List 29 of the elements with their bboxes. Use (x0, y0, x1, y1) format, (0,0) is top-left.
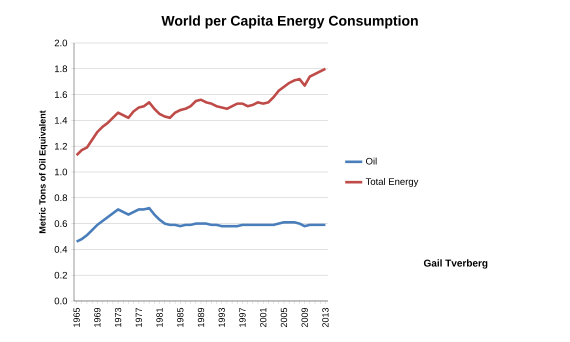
x-tick-label: 1965 (73, 308, 80, 327)
x-tick-label: 2001 (260, 308, 266, 328)
y-tick-label: 1.8 (54, 65, 68, 72)
y-tick-label: 1.2 (54, 142, 68, 150)
y-tick-label: 0.2 (54, 272, 68, 279)
x-tick-label: 1973 (114, 308, 122, 327)
y-tick-label: 2.0 (54, 40, 68, 46)
legend-label: Total Energy (366, 178, 418, 187)
text: Gail Tverberg (424, 259, 488, 269)
x-tick-label: 1989 (198, 308, 204, 327)
y-tick-label: 0.4 (54, 246, 68, 253)
x-tick-label: 2009 (301, 308, 308, 328)
x-tick-label: 1985 (177, 308, 184, 327)
chart-title: World per Capita Energy Consumption (161, 15, 418, 29)
x-tick-label: 1969 (94, 308, 101, 327)
y-tick-label: 1.4 (54, 117, 68, 124)
x-tick-label: 2013 (322, 308, 329, 328)
x-tick-label: 1997 (239, 308, 246, 327)
y-tick-label: 0.8 (54, 194, 68, 202)
y-tick-label: 1.6 (54, 91, 68, 98)
x-tick-label: 1993 (218, 308, 225, 327)
x-tick-label: 1977 (136, 308, 142, 327)
legend-label: Oil (366, 158, 377, 165)
x-tick-label: 2005 (280, 308, 288, 328)
x-tick-label: 1981 (156, 308, 163, 327)
y-tick-label: 1.0 (54, 168, 68, 176)
y-tick-label: 0.0 (54, 298, 68, 304)
y-axis-title: Metric Tons of Oil Equivalent (39, 110, 48, 234)
y-tick-label: 0.6 (54, 220, 68, 227)
